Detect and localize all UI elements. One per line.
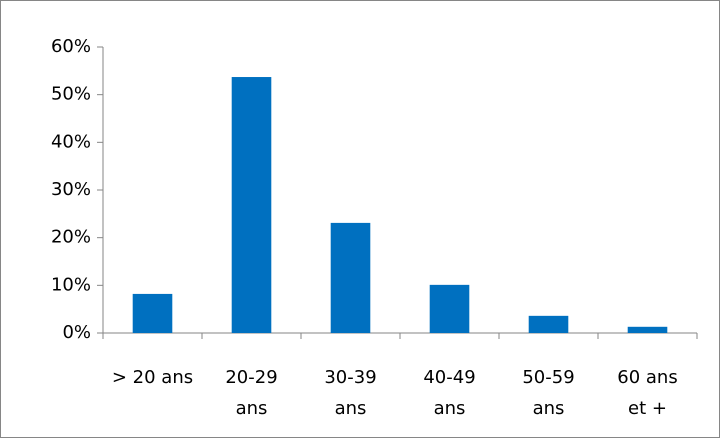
y-tick-label: 50% (51, 84, 91, 105)
y-tick-label: 10% (51, 274, 91, 295)
y-tick-label: 30% (51, 179, 91, 200)
y-tick-label: 20% (51, 227, 91, 248)
x-tick-label: > 20 ans (112, 367, 193, 388)
y-tick-label: 60% (51, 36, 91, 57)
bar (627, 326, 668, 333)
y-tick-label: 40% (51, 131, 91, 152)
x-tick-label: 50-59 ans (522, 367, 574, 419)
bar (132, 293, 173, 333)
bar (231, 77, 272, 333)
x-tick-label: 40-49 ans (423, 367, 475, 419)
x-tick-label: 20-29 ans (225, 367, 277, 419)
y-tick-label: 0% (62, 322, 91, 343)
bar (528, 315, 569, 333)
bar (330, 222, 371, 333)
x-tick-label: 60 ans et + (617, 367, 677, 419)
x-tick-label: 30-39 ans (324, 367, 376, 419)
bar (429, 284, 470, 333)
